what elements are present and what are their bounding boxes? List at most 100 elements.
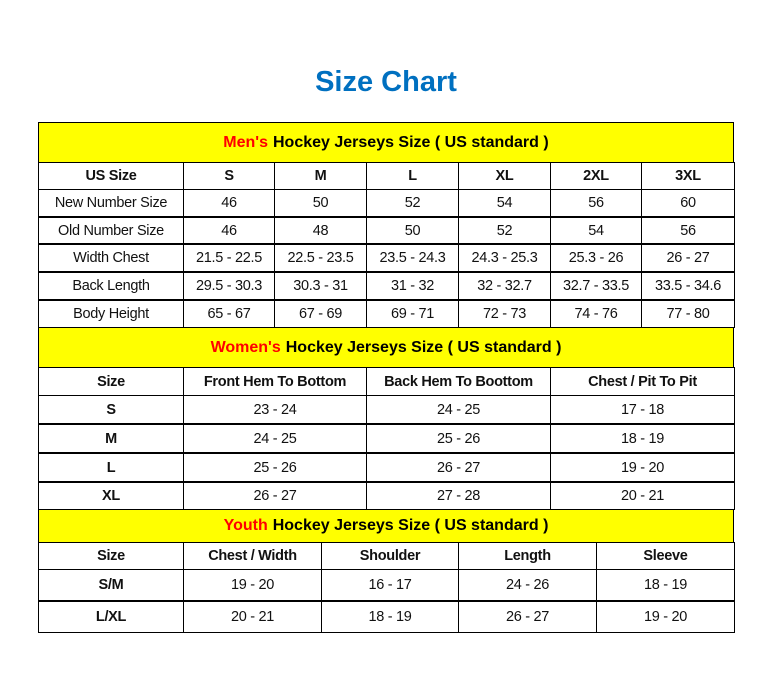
men-table-cell: 56 xyxy=(550,189,642,217)
men-row-label: Body Height xyxy=(38,300,184,328)
youth-heading-highlight: Youth xyxy=(223,517,268,534)
youth-row-label: L/XL xyxy=(38,601,184,633)
column-header-label: Chest / Pit To Pit xyxy=(588,373,697,390)
youth-section-heading: Youth Hockey Jerseys Size ( US standard ) xyxy=(38,509,734,543)
youth-table-cell: 18 - 19 xyxy=(321,601,459,633)
column-header-label: Size xyxy=(97,548,125,564)
youth-table-cell: 18 - 19 xyxy=(596,569,735,601)
men-table-cell: 77 - 80 xyxy=(641,300,735,328)
women-section-heading: Women's Hockey Jerseys Size ( US standard… xyxy=(38,327,734,368)
men-table-cell: 22.5 - 23.5 xyxy=(274,244,367,272)
men-table-cell: 52 xyxy=(366,189,459,217)
men-heading-highlight: Men's xyxy=(223,133,268,151)
men-table-cell: 21.5 - 22.5 xyxy=(183,244,275,272)
men-column-header: XL xyxy=(458,162,551,190)
youth-table-cell: 19 - 20 xyxy=(596,601,735,633)
men-table-cell: 23.5 - 24.3 xyxy=(366,244,459,272)
column-header-label: US Size xyxy=(85,168,137,184)
women-table-cell: 25 - 26 xyxy=(366,424,551,453)
men-table-cell: 54 xyxy=(550,217,642,244)
men-column-header: 3XL xyxy=(641,162,735,190)
men-table-cell: 48 xyxy=(274,217,367,244)
men-table-cell: 52 xyxy=(458,217,551,244)
men-table-cell: 46 xyxy=(183,189,275,217)
men-table-cell: 67 - 69 xyxy=(274,300,367,328)
men-table-cell: 74 - 76 xyxy=(550,300,642,328)
women-table-cell: 20 - 21 xyxy=(550,482,735,510)
column-header-label: Shoulder xyxy=(359,548,421,564)
men-table-cell: 50 xyxy=(274,189,367,217)
youth-column-header: Shoulder xyxy=(321,542,459,570)
men-table-cell: 50 xyxy=(366,217,459,244)
men-table-cell: 29.5 - 30.3 xyxy=(183,272,275,300)
column-header-label: Back Hem To Boottom xyxy=(384,373,533,390)
youth-table-cell: 20 - 21 xyxy=(183,601,322,633)
youth-table-cell: 26 - 27 xyxy=(458,601,597,633)
men-table-cell: 30.3 - 31 xyxy=(274,272,367,300)
column-header-label: 2XL xyxy=(583,168,609,184)
women-row-label: M xyxy=(38,424,184,453)
column-header-label: XL xyxy=(495,168,514,184)
women-table-cell: 24 - 25 xyxy=(183,424,367,453)
men-table-cell: 24.3 - 25.3 xyxy=(458,244,551,272)
men-table-cell: 46 xyxy=(183,217,275,244)
column-header-label: S xyxy=(224,168,234,184)
women-column-header: Chest / Pit To Pit xyxy=(550,367,735,396)
men-table-cell: 60 xyxy=(641,189,735,217)
column-header-label: Length xyxy=(504,548,551,564)
women-table-cell: 23 - 24 xyxy=(183,395,367,424)
page-title: Size Chart xyxy=(315,66,457,98)
men-section-heading: Men's Hockey Jerseys Size ( US standard ) xyxy=(38,122,734,163)
women-column-header: Back Hem To Boottom xyxy=(366,367,551,396)
women-row-label: S xyxy=(38,395,184,424)
men-table-cell: 25.3 - 26 xyxy=(550,244,642,272)
women-heading-text: Hockey Jerseys Size ( US standard ) xyxy=(285,338,562,356)
women-table-cell: 19 - 20 xyxy=(550,453,735,482)
men-table-cell: 69 - 71 xyxy=(366,300,459,328)
men-column-header: US Size xyxy=(38,162,184,190)
women-heading-highlight: Women's xyxy=(210,338,281,356)
men-row-label: New Number Size xyxy=(38,189,184,217)
column-header-label: L xyxy=(408,168,417,184)
men-column-header: S xyxy=(183,162,275,190)
men-row-label: Back Length xyxy=(38,272,184,300)
men-table-cell: 72 - 73 xyxy=(458,300,551,328)
youth-column-header: Chest / Width xyxy=(183,542,322,570)
men-heading-text: Hockey Jerseys Size ( US standard ) xyxy=(273,133,549,151)
youth-heading-text: Hockey Jerseys Size ( US standard ) xyxy=(272,517,549,534)
women-table-cell: 18 - 19 xyxy=(550,424,735,453)
youth-table-cell: 19 - 20 xyxy=(183,569,322,601)
youth-column-header: Length xyxy=(458,542,597,570)
women-column-header: Front Hem To Bottom xyxy=(183,367,367,396)
column-header-label: M xyxy=(314,168,327,184)
women-table-cell: 25 - 26 xyxy=(183,453,367,482)
youth-column-header: Size xyxy=(38,542,184,570)
women-table-cell: 27 - 28 xyxy=(366,482,551,510)
women-row-label: L xyxy=(38,453,184,482)
youth-row-label: S/M xyxy=(38,569,184,601)
women-table-cell: 24 - 25 xyxy=(366,395,551,424)
men-table-cell: 56 xyxy=(641,217,735,244)
column-header-label: Front Hem To Bottom xyxy=(203,373,347,390)
men-column-header: 2XL xyxy=(550,162,642,190)
men-row-label: Old Number Size xyxy=(38,217,184,244)
column-header-label: Chest / Width xyxy=(208,548,297,564)
women-table-cell: 26 - 27 xyxy=(183,482,367,510)
men-table-cell: 54 xyxy=(458,189,551,217)
column-header-label: Size xyxy=(97,373,125,390)
men-row-label: Width Chest xyxy=(38,244,184,272)
men-column-header: L xyxy=(366,162,459,190)
men-table-cell: 65 - 67 xyxy=(183,300,275,328)
men-table-cell: 32 - 32.7 xyxy=(458,272,551,300)
men-table-cell: 31 - 32 xyxy=(366,272,459,300)
men-table-cell: 33.5 - 34.6 xyxy=(641,272,735,300)
men-column-header: M xyxy=(274,162,367,190)
column-header-label: 3XL xyxy=(675,168,701,184)
men-table-cell: 32.7 - 33.5 xyxy=(550,272,642,300)
youth-column-header: Sleeve xyxy=(596,542,735,570)
women-table-cell: 26 - 27 xyxy=(366,453,551,482)
women-row-label: XL xyxy=(38,482,184,510)
women-table-cell: 17 - 18 xyxy=(550,395,735,424)
youth-table-cell: 16 - 17 xyxy=(321,569,459,601)
youth-table-cell: 24 - 26 xyxy=(458,569,597,601)
